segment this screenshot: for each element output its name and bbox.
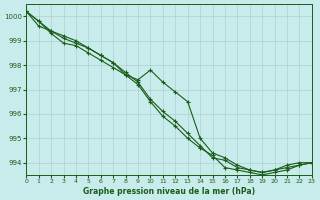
X-axis label: Graphe pression niveau de la mer (hPa): Graphe pression niveau de la mer (hPa) xyxy=(83,187,255,196)
